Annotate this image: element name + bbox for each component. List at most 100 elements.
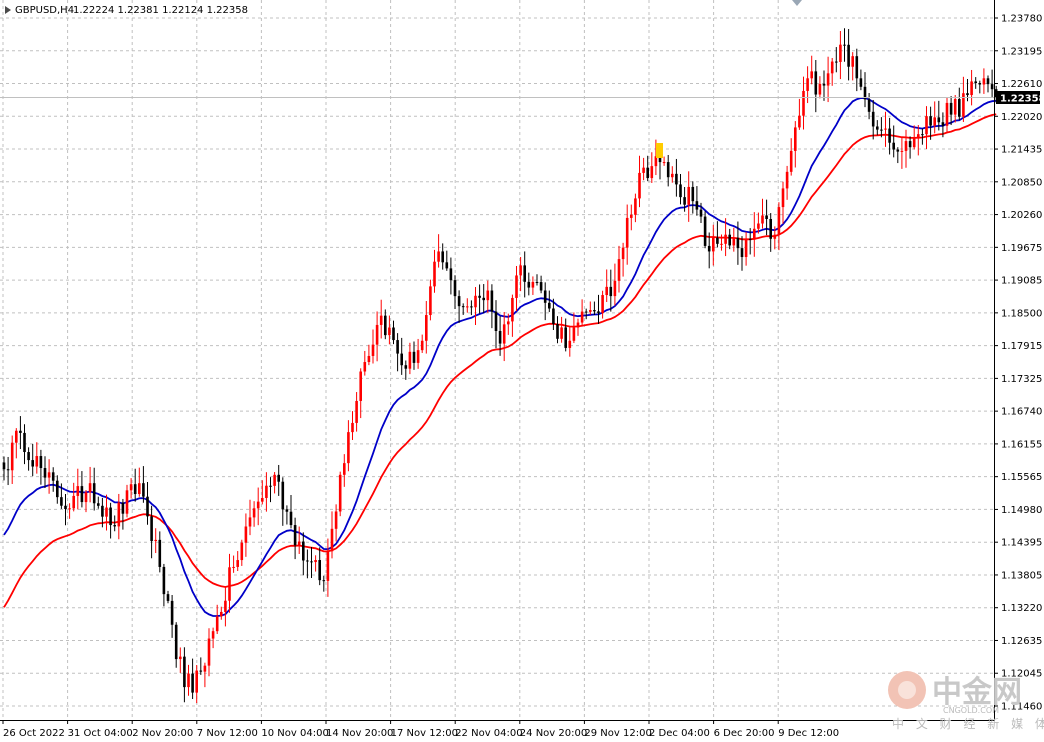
candle-bear	[523, 265, 526, 282]
chart-symbol: GBPUSD,H4	[15, 5, 74, 16]
candle-bear	[289, 511, 293, 526]
candle-bull	[252, 508, 256, 518]
candle-bear	[855, 56, 859, 79]
current-price-label: 1.22358	[1000, 94, 1044, 105]
candle-bull	[962, 93, 965, 117]
candle-bear	[535, 281, 539, 283]
candle-bear	[556, 324, 559, 339]
candle-bear	[748, 238, 752, 240]
price-tick-label: 1.14395	[1001, 538, 1042, 549]
symbol-marker-icon	[5, 6, 11, 14]
candle-bull	[917, 134, 920, 138]
candle-bull	[76, 486, 80, 496]
candle-bull	[425, 315, 428, 341]
candle-bear	[814, 71, 818, 95]
candle-bear	[318, 560, 321, 581]
time-tick-label: 10 Nov 04:00	[261, 728, 328, 739]
candle-bull	[474, 295, 477, 308]
candle-bear	[691, 186, 695, 202]
price-tick-label: 1.22020	[1001, 112, 1042, 123]
watermark-url: CNGOLD.COM	[943, 706, 999, 715]
candle-bear	[400, 353, 403, 366]
candle-bull	[953, 99, 957, 115]
candle-bear	[597, 311, 600, 314]
candle-bull	[925, 116, 928, 135]
candle-bear	[449, 268, 453, 281]
candle-bear	[43, 468, 47, 478]
candle-bull	[839, 44, 842, 62]
candle-bear	[170, 600, 174, 625]
candle-bear	[876, 126, 879, 130]
candle-bear	[478, 295, 481, 298]
candle-bull	[507, 321, 510, 325]
candle-bull	[125, 490, 129, 514]
candle-bull	[224, 600, 227, 612]
time-tick-label: 17 Nov 12:00	[391, 728, 458, 739]
candle-bear	[494, 311, 498, 331]
current-price-tag: 1.22358	[996, 91, 1044, 105]
candle-bear	[740, 248, 744, 258]
candle-bull	[798, 115, 801, 128]
candle-bull	[420, 340, 424, 351]
candle-bull	[347, 432, 350, 464]
candle-bull	[945, 102, 949, 126]
candle-bull	[753, 228, 756, 240]
time-tick-label: 22 Nov 04:00	[455, 728, 522, 739]
candle-bear	[101, 505, 104, 517]
candle-bear	[921, 134, 924, 136]
candle-bull	[265, 485, 268, 498]
candle-bear	[27, 452, 30, 461]
candle-bull	[314, 560, 317, 563]
time-tick-label: 7 Nov 12:00	[197, 728, 258, 739]
candle-bull	[129, 484, 133, 491]
candle-bull	[248, 517, 252, 527]
candle-bear	[543, 290, 547, 303]
candle-bear	[39, 456, 43, 469]
price-tick-label: 1.16155	[1001, 439, 1042, 450]
candle-bull	[794, 127, 797, 151]
candle-bull	[638, 172, 641, 199]
candle-bear	[929, 116, 932, 126]
candle-bear	[293, 525, 297, 546]
candle-bull	[338, 474, 342, 512]
candle-bull	[334, 511, 338, 529]
candle-bull	[671, 173, 674, 178]
candle-bear	[457, 296, 461, 307]
candle-bull	[912, 137, 916, 148]
candle-bull	[712, 237, 715, 252]
candle-bear	[396, 340, 399, 354]
candle-bear	[441, 251, 444, 263]
candle-bear	[281, 481, 285, 510]
candle-bear	[646, 167, 649, 179]
candle-bull	[806, 78, 809, 91]
time-axis: 26 Oct 2022 31 Oct 04:00 2 Nov 20:00 7 Nov …	[2, 720, 839, 739]
candle-bull	[744, 238, 748, 258]
candle-bull	[330, 528, 334, 552]
candle-bear	[2, 462, 6, 470]
price-tick-label: 1.23780	[1001, 14, 1042, 25]
candle-bear	[482, 297, 485, 301]
candle-bull	[179, 656, 182, 660]
candle-bear	[675, 173, 678, 185]
candle-bear	[835, 61, 838, 63]
candle-bull	[531, 281, 535, 288]
candle-bull	[68, 508, 71, 510]
candle-bear	[847, 44, 850, 67]
candle-bear	[949, 102, 953, 115]
candle-bull	[261, 497, 264, 502]
scroll-arrow-icon[interactable]	[792, 0, 802, 6]
candle-bull	[240, 542, 244, 561]
candle-bull	[105, 507, 108, 517]
candle-bear	[863, 86, 867, 100]
candle-bull	[207, 638, 211, 666]
candle-bull	[35, 456, 39, 467]
candle-bull	[630, 214, 633, 218]
candle-bear	[564, 327, 567, 348]
candle-bull	[375, 324, 379, 345]
candle-bull	[970, 81, 973, 96]
candle-bull	[351, 422, 354, 433]
candle-bear	[937, 117, 941, 123]
candle-bear	[941, 122, 945, 126]
candle-bull	[572, 327, 576, 341]
